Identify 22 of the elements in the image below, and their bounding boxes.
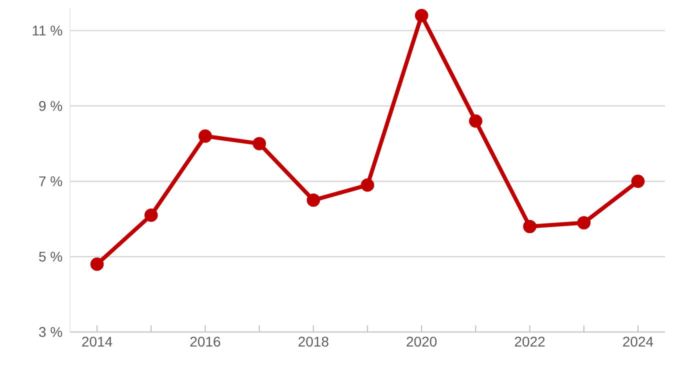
x-tick-label: 2016 [190,336,220,347]
x-tick-label: 2014 [82,336,112,347]
x-tick-label: 2018 [298,336,328,347]
point [306,193,320,207]
point [360,178,374,192]
point [469,114,482,128]
point [631,174,645,188]
y-tick-label: 9 % [39,101,62,111]
x-tick-label: 2024 [623,336,654,347]
point [252,136,266,150]
point [198,129,212,143]
y-tick-label: 7 % [39,176,62,186]
point [90,258,104,271]
x-tick-label: 2022 [514,336,545,347]
point [577,216,591,230]
point [144,208,158,222]
point [523,220,536,234]
y-tick-label: 3 % [39,327,62,337]
y-tick-label: 5 % [39,252,62,262]
point [414,8,428,22]
y-tick-label: 11 % [32,26,62,36]
x-tick-label: 2020 [406,336,437,347]
